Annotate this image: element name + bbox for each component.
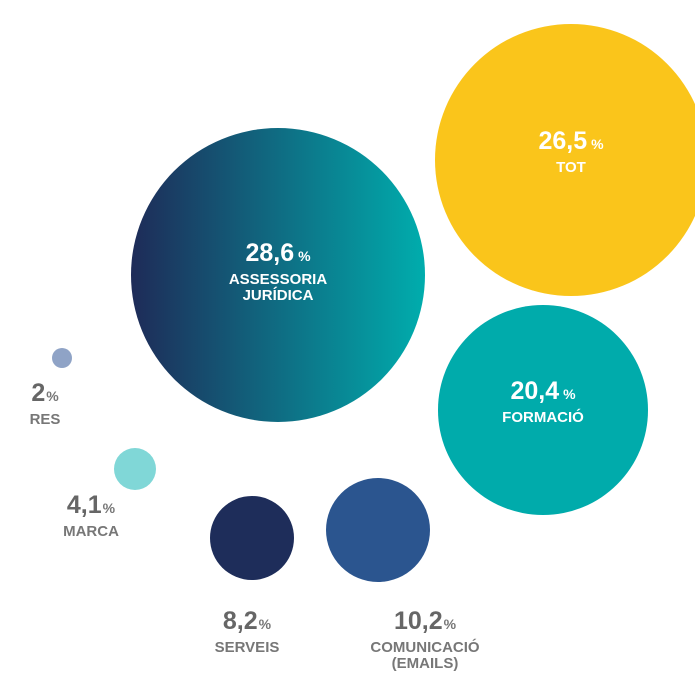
category-label: FORMACIÓ: [502, 408, 584, 426]
bubble-label: 4,1% MARCA: [31, 491, 151, 540]
bubble-label: 26,5% TOT: [491, 127, 651, 176]
category-label: RES: [29, 410, 61, 428]
unit-label: %: [443, 616, 457, 632]
value-label: 2: [31, 379, 46, 407]
value-row: 28,6%: [193, 239, 363, 268]
unit-label: %: [46, 388, 59, 404]
bubble: [434, 23, 695, 297]
value-row: 26,5%: [491, 127, 651, 156]
bubble: [325, 477, 431, 583]
value-label: 20,4: [510, 377, 560, 405]
bubble: [113, 447, 157, 491]
category-label: ASSESSORIA JURÍDICA: [228, 270, 328, 304]
unit-label: %: [591, 136, 604, 152]
bubble-label: 8,2% SERVEIS: [177, 607, 317, 656]
bubble: [209, 495, 295, 581]
value-label: 28,6: [245, 239, 295, 267]
value-row: 2%: [5, 379, 85, 408]
category-label: SERVEIS: [214, 638, 280, 656]
unit-label: %: [258, 616, 272, 632]
value-row: 4,1%: [31, 491, 151, 520]
bubble: [130, 127, 425, 422]
value-row: 10,2%: [345, 607, 505, 636]
value-label: 10,2: [393, 607, 443, 635]
bubble-label: 28,6% ASSESSORIA JURÍDICA: [193, 239, 363, 305]
value-row: 8,2%: [177, 607, 317, 636]
bubble: [51, 347, 73, 369]
category-label: COMUNICACIÓ (EMAILS): [370, 638, 480, 672]
category-label: TOT: [556, 158, 586, 176]
value-label: 4,1: [66, 491, 102, 519]
unit-label: %: [563, 386, 576, 402]
category-label: MARCA: [63, 522, 119, 540]
value-label: 26,5: [538, 127, 588, 155]
value-row: 20,4%: [463, 377, 623, 406]
value-label: 8,2: [222, 607, 258, 635]
bubble-label: 20,4% FORMACIÓ: [463, 377, 623, 426]
unit-label: %: [298, 248, 311, 264]
bubble-label: 10,2% COMUNICACIÓ (EMAILS): [345, 607, 505, 673]
unit-label: %: [102, 500, 116, 516]
bubble: [438, 305, 648, 515]
bubble-label: 2% RES: [5, 379, 85, 428]
